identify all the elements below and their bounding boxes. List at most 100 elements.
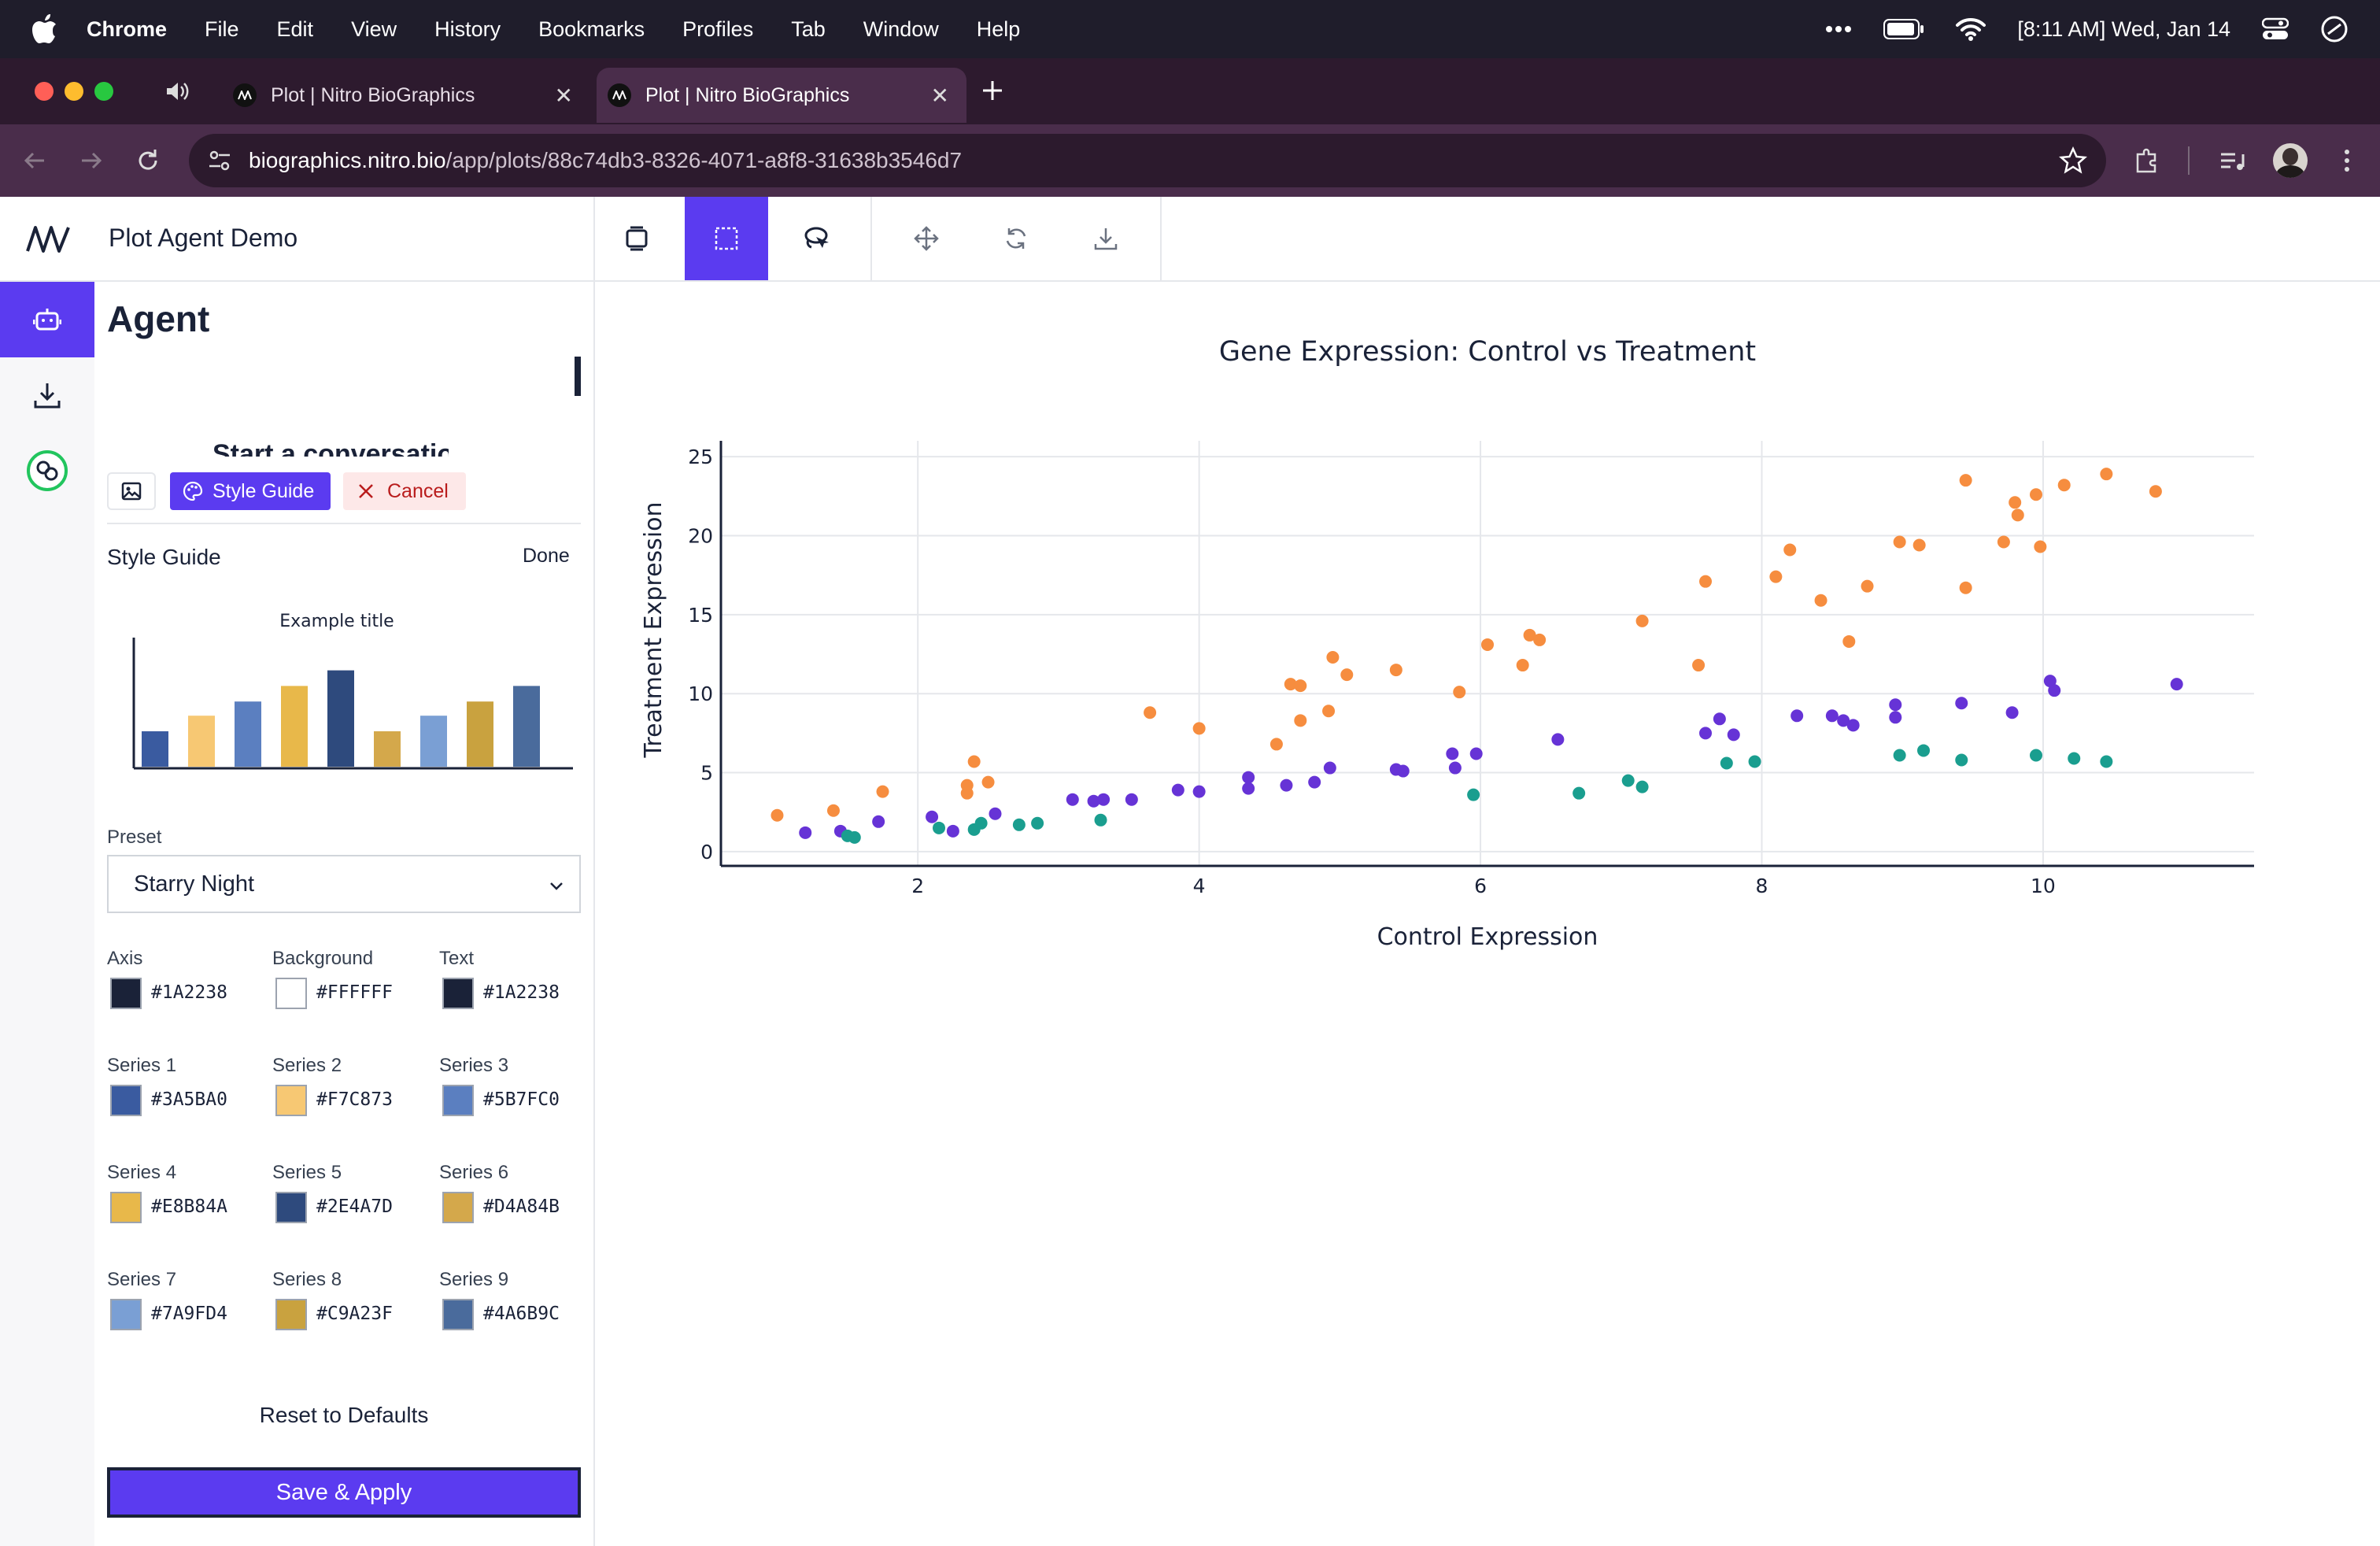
scatter-point-orange[interactable] [1769,570,1783,583]
download-plot-tool-button[interactable] [1064,197,1148,280]
scatter-point-orange[interactable] [771,808,784,822]
color-hex[interactable]: #5B7FC0 [483,1089,560,1110]
scatter-point-purple[interactable] [1889,698,1902,712]
chat-scrollbar[interactable] [575,357,581,396]
menu-edit[interactable]: Edit [276,17,314,41]
rail-download-button[interactable] [0,357,94,433]
chrome-menu-icon[interactable] [2331,145,2363,176]
speaker-icon[interactable] [165,80,189,102]
attach-image-button[interactable] [107,472,156,510]
scatter-point-orange[interactable] [2029,488,2042,501]
scatter-point-orange[interactable] [1523,628,1536,642]
scatter-point-purple[interactable] [926,810,939,823]
url-text[interactable]: biographics.nitro.bio/app/plots/88c74db3… [249,148,962,173]
scatter-point-orange[interactable] [826,804,840,817]
scatter-point-orange[interactable] [1699,575,1713,588]
scatter-point-orange[interactable] [1192,722,1206,735]
color-swatch[interactable] [275,1299,307,1330]
color-hex[interactable]: #4A6B9C [483,1304,560,1324]
scatter-point-purple[interactable] [1396,764,1410,778]
color-swatch[interactable] [442,1299,474,1330]
color-swatch[interactable] [110,1299,142,1330]
menu-tab[interactable]: Tab [791,17,826,41]
scatter-point-purple[interactable] [1308,775,1321,789]
scatter-point-orange[interactable] [1814,594,1828,607]
color-swatch[interactable] [442,1085,474,1116]
scatter-point-orange[interactable] [2149,485,2162,498]
scatter-point-teal[interactable] [1720,756,1733,770]
scatter-point-orange[interactable] [2009,496,2022,509]
scatter-point-purple[interactable] [1713,712,1726,726]
address-bar[interactable]: biographics.nitro.bio/app/plots/88c74db3… [189,134,2106,187]
scatter-point-orange[interactable] [1322,705,1336,718]
scatter-point-orange[interactable] [1783,543,1797,557]
scatter-point-purple[interactable] [1837,714,1850,727]
reset-view-tool-button[interactable] [974,197,1058,280]
scatter-point-teal[interactable] [1917,744,1931,757]
scatter-point-teal[interactable] [974,816,988,830]
tab-plot-1[interactable]: Plot | Nitro BioGraphics ✕ [214,68,590,123]
scatter-point-purple[interactable] [2005,706,2019,719]
scatter-point-orange[interactable] [981,775,995,789]
color-swatch[interactable] [275,978,307,1009]
color-hex[interactable]: #1A2238 [151,982,227,1003]
color-hex[interactable]: #FFFFFF [316,982,393,1003]
scatter-point-orange[interactable] [1294,679,1307,693]
scatter-point-orange[interactable] [1453,686,1466,699]
scatter-point-purple[interactable] [1955,697,1968,710]
save-and-apply-button[interactable]: Save & Apply [107,1467,581,1518]
color-hex[interactable]: #2E4A7D [316,1196,393,1217]
scatter-point-orange[interactable] [1959,474,1972,487]
scatter-point-teal[interactable] [933,821,946,834]
siri-icon[interactable] [2320,15,2349,43]
control-center-icon[interactable] [2262,17,2289,41]
scatter-point-teal[interactable] [1094,813,1107,827]
scatter-point-purple[interactable] [1066,793,1079,806]
menu-app-name[interactable]: Chrome [87,17,168,41]
scatter-point-teal[interactable] [848,830,861,844]
scatter-point-orange[interactable] [2011,509,2024,522]
color-swatch[interactable] [442,1192,474,1223]
scatter-point-orange[interactable] [960,786,974,800]
menubar-clock[interactable]: [8:11 AM] Wed, Jan 14 [2017,17,2230,41]
menu-profiles[interactable]: Profiles [682,17,754,41]
done-button[interactable]: Done [523,545,570,567]
scatter-point-teal[interactable] [2029,749,2042,762]
color-hex[interactable]: #C9A23F [316,1304,393,1324]
scatter-point-orange[interactable] [1997,535,2010,549]
menu-file[interactable]: File [205,17,239,41]
scatter-point-teal[interactable] [1467,788,1480,801]
scatter-point-orange[interactable] [2057,479,2071,492]
rail-agent-button[interactable] [0,282,94,357]
scatter-plot[interactable]: Gene Expression: Control vs Treatment Co… [595,282,2380,1148]
scatter-point-orange[interactable] [1284,678,1297,691]
scatter-point-purple[interactable] [1889,711,1902,724]
scatter-point-orange[interactable] [1481,638,1494,651]
scatter-point-purple[interactable] [989,807,1002,820]
menu-history[interactable]: History [434,17,501,41]
scatter-point-orange[interactable] [1389,664,1402,677]
menu-view[interactable]: View [351,17,397,41]
scatter-point-purple[interactable] [1242,771,1255,784]
tab-close-icon[interactable]: ✕ [930,83,949,108]
scatter-point-orange[interactable] [967,755,981,768]
scatter-point-purple[interactable] [1125,793,1138,806]
scatter-point-orange[interactable] [1326,651,1340,664]
scatter-point-teal[interactable] [1621,774,1635,787]
scatter-point-orange[interactable] [1842,634,1856,648]
box-select-tool-button[interactable] [685,197,768,280]
reload-icon[interactable] [132,145,164,176]
scatter-point-orange[interactable] [1144,706,1157,719]
site-info-icon[interactable] [206,147,233,174]
scatter-point-purple[interactable] [1323,761,1336,775]
scatter-point-teal[interactable] [2068,752,2081,765]
scatter-point-orange[interactable] [1893,535,1906,549]
nitro-logo-icon[interactable] [25,225,71,253]
profile-avatar[interactable] [2273,143,2308,178]
scatter-point-orange[interactable] [1533,633,1547,646]
scatter-point-purple[interactable] [1727,728,1740,742]
color-swatch[interactable] [275,1192,307,1223]
scatter-point-purple[interactable] [946,824,959,838]
tab-close-icon[interactable]: ✕ [554,83,573,108]
window-zoom-button[interactable] [94,82,113,101]
